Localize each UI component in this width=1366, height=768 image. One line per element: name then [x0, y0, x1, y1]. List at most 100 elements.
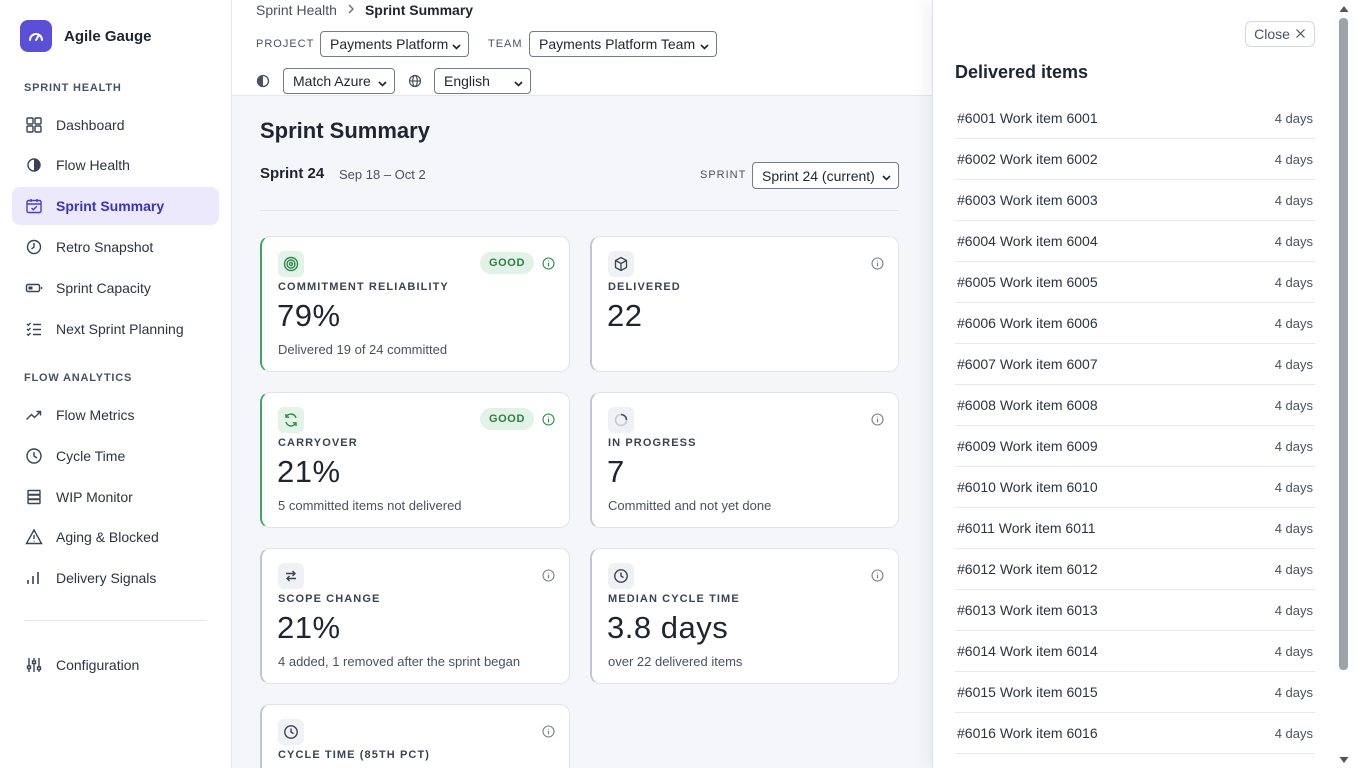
chevron-down-icon	[451, 39, 462, 55]
trending-up-icon	[24, 405, 44, 425]
sidebar-item-delivery-signals[interactable]: Delivery Signals	[12, 559, 219, 597]
list-item[interactable]: #6015 Work item 6015 4 days	[955, 672, 1315, 713]
team-select[interactable]: Payments Platform Team	[529, 31, 717, 57]
item-duration: 4 days	[1274, 110, 1313, 126]
info-icon[interactable]	[542, 257, 555, 270]
project-select[interactable]: Payments Platform	[320, 31, 469, 57]
globe-icon	[407, 73, 423, 89]
list-item[interactable]: #6003 Work item 6003 4 days	[955, 180, 1315, 221]
item-duration: 4 days	[1274, 233, 1313, 249]
list-item[interactable]: #6014 Work item 6014 4 days	[955, 631, 1315, 672]
info-icon[interactable]	[871, 257, 884, 270]
list-item[interactable]: #6012 Work item 6012 4 days	[955, 549, 1315, 590]
list-item[interactable]: #6010 Work item 6010 4 days	[955, 467, 1315, 508]
section-divider	[260, 210, 899, 211]
scrollbar-thumb[interactable]	[1339, 18, 1348, 670]
item-duration: 4 days	[1274, 274, 1313, 290]
sidebar-item-label: Sprint Capacity	[56, 280, 151, 296]
info-icon[interactable]	[542, 569, 555, 582]
info-icon[interactable]	[871, 569, 884, 582]
sprint-select-value: Sprint 24 (current)	[762, 167, 875, 184]
drawer-title: Delivered items	[955, 62, 1089, 82]
target-icon	[278, 251, 304, 277]
item-name: #6002 Work item 6002	[957, 151, 1098, 167]
list-item[interactable]: #6001 Work item 6001 4 days	[955, 98, 1315, 139]
warning-icon	[24, 527, 44, 547]
sidebar-item-retro-snapshot[interactable]: Retro Snapshot	[12, 228, 219, 266]
metric-card-carryover: GOOD CARRYOVER 21% 5 committed items not…	[260, 392, 570, 528]
language-select[interactable]: English	[434, 68, 531, 94]
close-button-label: Close	[1254, 26, 1290, 42]
list-item[interactable]: #6008 Work item 6008 4 days	[955, 385, 1315, 426]
sidebar-item-label: Flow Health	[56, 157, 130, 173]
metric-value: 21%	[277, 610, 341, 645]
sidebar-divider	[24, 620, 207, 621]
sliders-icon	[24, 655, 44, 675]
sidebar-item-sprint-capacity[interactable]: Sprint Capacity	[12, 269, 219, 307]
half-circle-icon	[24, 155, 44, 175]
metric-title: MEDIAN CYCLE TIME	[608, 593, 740, 605]
metric-card-in-progress: IN PROGRESS 7 Committed and not yet done	[590, 392, 899, 528]
breadcrumb-parent-link[interactable]: Sprint Health	[256, 2, 337, 18]
section-label-sprint-health: SPRINT HEALTH	[24, 82, 122, 94]
metric-subtitle: Committed and not yet done	[608, 498, 772, 513]
sidebar-item-dashboard[interactable]: Dashboard	[12, 106, 219, 144]
language-select-value: English	[444, 73, 490, 89]
sidebar-item-label: Cycle Time	[56, 448, 126, 464]
calendar-check-icon	[24, 196, 44, 216]
sidebar-item-configuration[interactable]: Configuration	[12, 646, 219, 684]
item-name: #6008 Work item 6008	[957, 397, 1098, 413]
item-name: #6015 Work item 6015	[957, 684, 1098, 700]
list-item[interactable]: #6007 Work item 6007 4 days	[955, 344, 1315, 385]
sidebar-item-flow-metrics[interactable]: Flow Metrics	[12, 396, 219, 434]
chevron-down-icon	[377, 76, 388, 92]
checklist-icon	[24, 319, 44, 339]
list-item[interactable]: #6011 Work item 6011 4 days	[955, 508, 1315, 549]
sidebar-item-sprint-summary[interactable]: Sprint Summary	[12, 187, 219, 225]
gauge-logo-icon	[20, 20, 52, 52]
delivered-items-list: #6001 Work item 6001 4 days #6002 Work it…	[955, 98, 1315, 754]
sidebar-item-label: Next Sprint Planning	[56, 321, 184, 337]
section-label-flow-analytics: FLOW ANALYTICS	[24, 372, 133, 384]
refresh-icon	[278, 407, 304, 433]
item-name: #6004 Work item 6004	[957, 233, 1098, 249]
sidebar-item-cycle-time[interactable]: Cycle Time	[12, 437, 219, 475]
team-select-value: Payments Platform Team	[539, 36, 696, 52]
item-name: #6016 Work item 6016	[957, 725, 1098, 741]
info-icon[interactable]	[542, 725, 555, 738]
theme-select[interactable]: Match Azure	[283, 68, 395, 94]
project-select-value: Payments Platform	[330, 36, 449, 52]
info-icon[interactable]	[871, 413, 884, 426]
list-item[interactable]: #6016 Work item 6016 4 days	[955, 713, 1315, 754]
item-name: #6005 Work item 6005	[957, 274, 1098, 290]
page-title: Sprint Summary	[260, 118, 430, 143]
metric-title: SCOPE CHANGE	[278, 593, 381, 605]
brand[interactable]: Agile Gauge	[20, 20, 152, 52]
sidebar-item-flow-health[interactable]: Flow Health	[12, 146, 219, 184]
list-item[interactable]: #6013 Work item 6013 4 days	[955, 590, 1315, 631]
metric-title: IN PROGRESS	[608, 437, 697, 449]
metric-card-delivered[interactable]: DELIVERED 22	[590, 236, 899, 372]
list-item[interactable]: #6002 Work item 6002 4 days	[955, 139, 1315, 180]
close-button[interactable]: Close	[1245, 21, 1315, 47]
list-item[interactable]: #6009 Work item 6009 4 days	[955, 426, 1315, 467]
history-icon	[24, 237, 44, 257]
scroll-up-arrow-icon[interactable]	[1338, 4, 1350, 14]
list-item[interactable]: #6005 Work item 6005 4 days	[955, 262, 1315, 303]
main-content: Sprint Summary Sprint 24 Sep 18 – Oct 2 …	[232, 96, 932, 768]
chevron-right-icon	[347, 3, 355, 17]
list-item[interactable]: #6004 Work item 6004 4 days	[955, 221, 1315, 262]
list-item[interactable]: #6006 Work item 6006 4 days	[955, 303, 1315, 344]
breadcrumb-current: Sprint Summary	[364, 2, 474, 18]
sidebar-item-next-sprint-planning[interactable]: Next Sprint Planning	[12, 310, 219, 348]
metric-value: 7	[607, 454, 625, 489]
metric-subtitle: Delivered 19 of 24 committed	[278, 342, 448, 357]
metric-value: 79%	[277, 298, 341, 333]
sidebar-item-aging-blocked[interactable]: Aging & Blocked	[12, 518, 219, 556]
item-duration: 4 days	[1274, 643, 1313, 659]
scroll-down-arrow-icon[interactable]	[1338, 755, 1350, 765]
metric-subtitle: over 22 delivered items	[608, 654, 743, 669]
info-icon[interactable]	[542, 413, 555, 426]
sprint-select[interactable]: Sprint 24 (current)	[752, 162, 899, 189]
sidebar-item-wip-monitor[interactable]: WIP Monitor	[12, 478, 219, 516]
